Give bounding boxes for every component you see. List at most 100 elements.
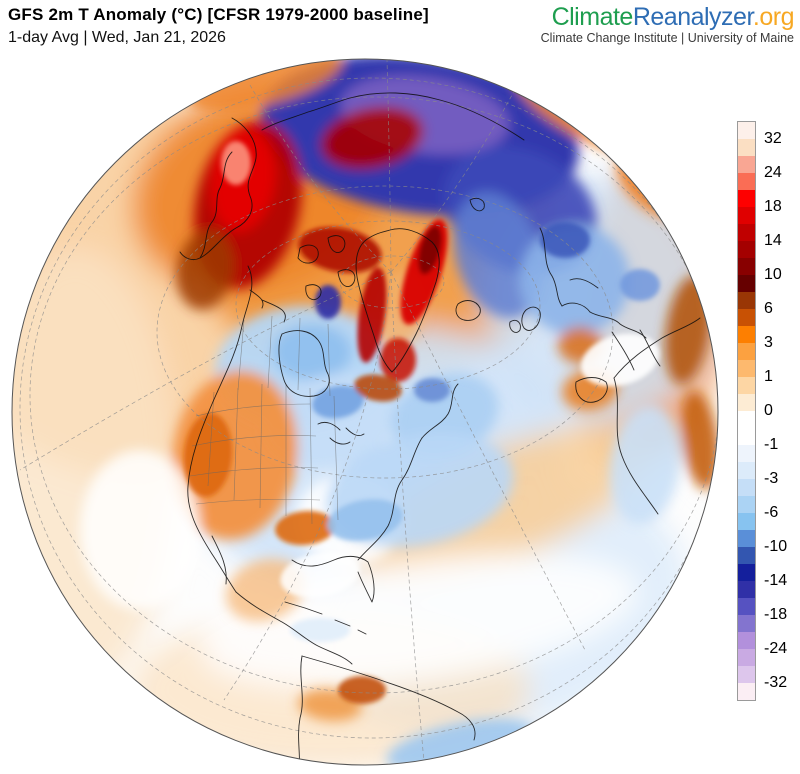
graticule-meridian (249, 84, 392, 273)
state-border (237, 319, 245, 391)
region-hudson-cold-core (272, 324, 352, 380)
graticule-meridian (390, 271, 425, 763)
colorbar-tick-label: -3 (764, 470, 779, 487)
colorbar-segment (738, 649, 755, 666)
colorbar-segment (738, 581, 755, 598)
state-border (259, 383, 263, 509)
coastline (305, 284, 322, 300)
state-border (189, 467, 319, 477)
logo-part-climate: Climate (551, 3, 634, 31)
coastline (261, 97, 351, 131)
coastline (337, 269, 356, 288)
region-barents-cold-tongue (453, 191, 543, 319)
graticule-parallel (29, 96, 718, 694)
colorbar-segment (738, 122, 755, 139)
colorbar-tick-label: -18 (764, 606, 788, 623)
graticule-meridian (223, 271, 392, 701)
colorbar-tick-label: -32 (764, 674, 788, 691)
colorbar-tick-label: -6 (764, 504, 779, 521)
colorbar-segment (738, 615, 755, 632)
colorbar-segment (738, 139, 755, 156)
region-labrador-royal-spot (414, 378, 450, 402)
colorbar-segment (738, 207, 755, 224)
region-ne-siberia-warm (320, 106, 424, 170)
logo-part-reanalyzer: Reanalyzer (632, 3, 754, 31)
region-west-us-warm-core (183, 413, 233, 497)
region-baffin-deep-cold-spot (315, 285, 341, 319)
date-line: 1-day Avg | Wed, Jan 21, 2026 (8, 29, 226, 46)
region-greenland-west-red (357, 267, 387, 363)
logo-part-org: .org (752, 3, 795, 31)
colorbar-segment (738, 462, 755, 479)
coastline (284, 601, 367, 635)
graticule-parallel (156, 185, 614, 479)
region-gulf-of-mexico-neutral (280, 552, 360, 598)
region-mid-atlantic-cool-core (327, 499, 403, 541)
coastline (301, 655, 476, 741)
graticule-parallel (19, 77, 718, 739)
colorbar-segment (738, 326, 755, 343)
state-border (309, 387, 313, 525)
state-border (333, 395, 339, 521)
globe-rim (11, 58, 719, 766)
colorbar-segment (738, 666, 755, 683)
colorbar-tick-label: -24 (764, 640, 788, 657)
coastline (455, 300, 481, 321)
colorbar-tick-label: 24 (764, 164, 782, 181)
state-border (207, 391, 215, 487)
colorbar (737, 121, 756, 701)
colorbar-segment (738, 547, 755, 564)
colorbar-segment (738, 513, 755, 530)
region-west-us-warm (172, 370, 298, 540)
region-alaska-pink-core (221, 141, 251, 185)
state-border (191, 435, 317, 447)
state-border (267, 315, 273, 389)
coastline (179, 117, 257, 261)
graticule-parallel (235, 220, 541, 390)
state-border (195, 403, 311, 417)
colorbar-segment (738, 683, 755, 700)
colorbar-segment (738, 224, 755, 241)
colorbar-tick-label: -10 (764, 538, 788, 555)
coastline (355, 228, 440, 373)
colorbar-tick-label: 6 (764, 300, 773, 317)
colorbar-segment (738, 445, 755, 462)
colorbar-segment (738, 377, 755, 394)
region-great-lakes-cool-spot (312, 385, 364, 419)
colorbar-segment (738, 258, 755, 275)
state-border (297, 317, 301, 391)
colorbar-segment (738, 530, 755, 547)
coastline-paths (179, 92, 701, 765)
coastline (349, 92, 525, 141)
state-border (327, 323, 331, 397)
coastline (575, 377, 608, 403)
colorbar-segment (738, 598, 755, 615)
colorbar-tick-label: 18 (764, 198, 782, 215)
coastline (317, 421, 365, 445)
state-border-lines (189, 315, 339, 525)
logo-tagline: Climate Change Institute | University of… (540, 31, 794, 46)
graticule-meridian (390, 271, 586, 651)
region-labrador-warm-spot (354, 374, 402, 402)
coastline (297, 244, 319, 264)
site-logo[interactable]: ClimateReanalyzer.org Climate Change Ins… (540, 3, 795, 46)
colorbar-tick-label: 32 (764, 130, 782, 147)
region-scandinavia-royal-spot (540, 222, 590, 258)
colorbar-segment (738, 343, 755, 360)
graticule-meridian (386, 59, 392, 273)
coastline (521, 306, 541, 331)
coastline (539, 227, 563, 307)
coastline (611, 329, 661, 371)
logo-wordmark[interactable]: ClimateReanalyzer.org (541, 3, 795, 31)
coastline (589, 311, 647, 339)
colorbar-segment (738, 479, 755, 496)
colorbar-segment (738, 411, 755, 428)
map-header: GFS 2m T Anomaly (°C) [CFSR 1979-2000 ba… (8, 5, 429, 47)
colorbar-tick-label: 0 (764, 402, 773, 419)
colorbar-segment (738, 632, 755, 649)
colorbar-tick-label: 14 (764, 232, 782, 249)
region-east-europe-royal-spot (620, 269, 660, 301)
